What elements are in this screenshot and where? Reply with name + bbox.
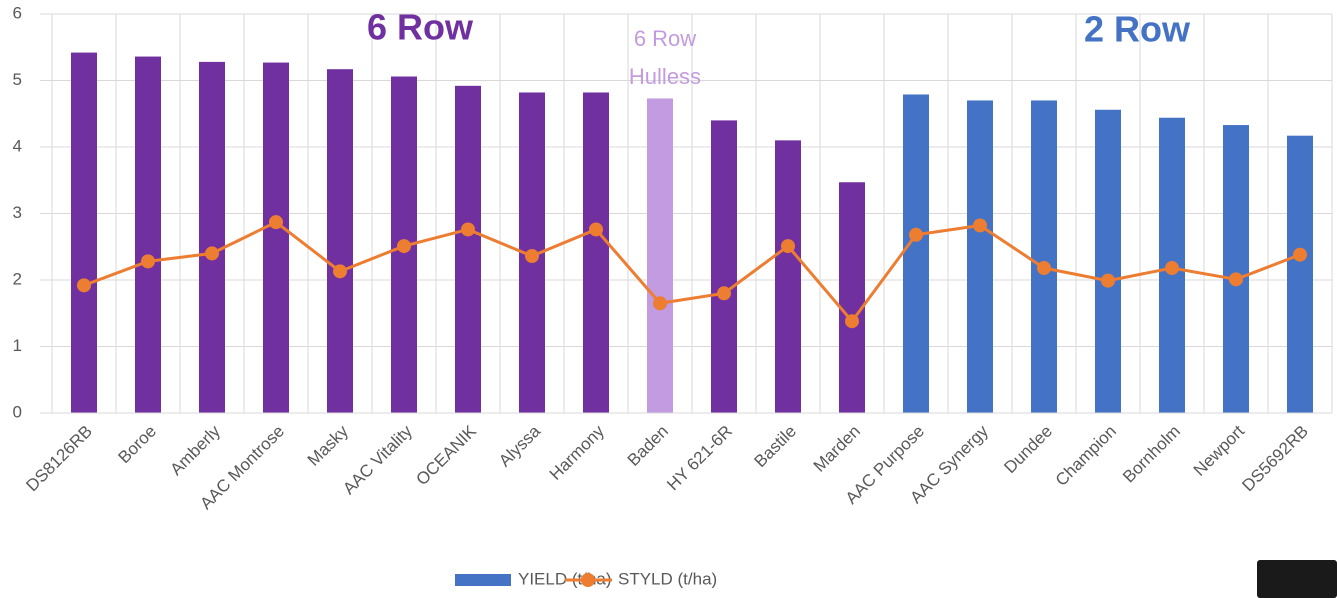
x-tick-label: Bastile <box>750 422 800 472</box>
x-tick-label: Marden <box>810 422 864 476</box>
annotation: 6 Row <box>634 26 696 51</box>
bar <box>1095 109 1121 413</box>
bar <box>71 52 97 413</box>
x-tick-label: Masky <box>304 421 353 470</box>
marker <box>1037 261 1051 276</box>
x-tick-label: Baden <box>624 422 672 470</box>
marker <box>1229 272 1243 287</box>
y-tick-label: 2 <box>13 269 22 288</box>
marker <box>205 246 219 261</box>
annotation: 2 Row <box>1084 9 1191 50</box>
bar <box>1223 125 1249 414</box>
bar <box>1287 135 1313 413</box>
marker <box>269 215 283 230</box>
bar <box>647 98 673 413</box>
marker <box>1165 261 1179 276</box>
x-tick-label: OCEANIK <box>412 421 480 489</box>
legend-label: STYLD (t/ha) <box>618 569 717 588</box>
marker <box>525 249 539 264</box>
marker <box>397 239 411 254</box>
x-tick-label: Newport <box>1190 421 1248 479</box>
y-tick-label: 0 <box>13 402 22 421</box>
x-tick-label: Amberly <box>166 421 224 479</box>
y-tick-label: 6 <box>13 3 22 22</box>
bar <box>455 85 481 413</box>
bar <box>903 94 929 413</box>
x-tick-label: DS8126RB <box>22 422 96 496</box>
x-tick-label: Harmony <box>546 421 609 484</box>
annotation: Hulless <box>629 64 701 89</box>
bar <box>263 62 289 414</box>
bar <box>199 61 225 413</box>
x-tick-label: DS5692RB <box>1238 422 1312 496</box>
bar <box>135 56 161 414</box>
marker <box>845 314 859 329</box>
marker <box>973 218 987 233</box>
y-tick-label: 3 <box>13 203 22 222</box>
bar <box>583 92 609 413</box>
x-tick-label: Bornholm <box>1119 422 1184 487</box>
annotation: 6 Row <box>367 7 474 48</box>
x-tick-label: Alyssa <box>495 421 544 470</box>
marker <box>77 278 91 293</box>
x-tick-label: Dundee <box>1000 422 1056 478</box>
marker <box>717 286 731 301</box>
y-tick-label: 4 <box>13 136 22 155</box>
bar <box>775 140 801 413</box>
marker <box>653 296 667 311</box>
legend-swatch <box>455 574 511 586</box>
x-tick-label: AAC Vitality <box>339 421 416 498</box>
line <box>83 220 1301 324</box>
logo-box <box>1257 560 1337 598</box>
marker <box>461 222 475 237</box>
bar <box>1031 100 1057 413</box>
bar <box>327 69 353 413</box>
marker <box>589 222 603 237</box>
y-tick-label: 1 <box>13 336 22 355</box>
marker <box>1293 247 1307 262</box>
legend-swatch <box>581 573 595 587</box>
marker <box>781 239 795 254</box>
x-tick-label: Boroe <box>114 422 160 468</box>
bar <box>839 182 865 413</box>
x-tick-label: Champion <box>1052 422 1120 490</box>
marker <box>333 264 347 279</box>
x-tick-label: HY 621-6R <box>663 422 736 495</box>
marker <box>141 254 155 269</box>
bar <box>711 120 737 414</box>
marker <box>1101 273 1115 288</box>
y-tick-label: 5 <box>13 70 22 89</box>
marker <box>909 227 923 242</box>
bar <box>967 100 993 413</box>
